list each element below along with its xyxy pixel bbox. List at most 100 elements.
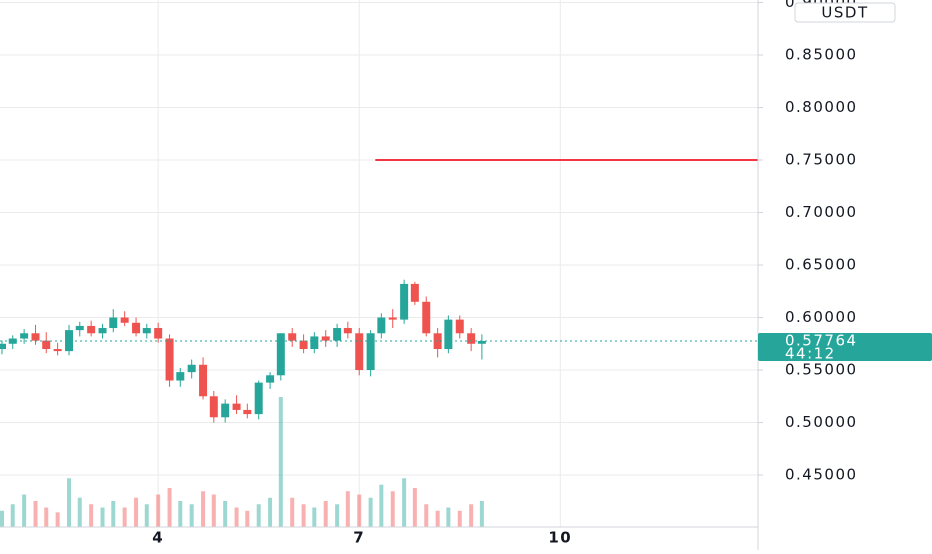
candle-body — [109, 317, 118, 329]
candle-body — [355, 333, 364, 371]
candle-body — [288, 333, 297, 341]
volume-bar — [357, 494, 362, 527]
x-tick-label: 7 — [353, 529, 365, 547]
candle-body — [199, 364, 208, 397]
volume-bar — [402, 478, 407, 527]
candle-body — [142, 328, 151, 334]
volume-bar — [67, 478, 72, 527]
volume-bar — [268, 497, 273, 527]
candle-body — [154, 328, 163, 339]
volume-bar — [435, 510, 440, 527]
last-price-box — [758, 333, 932, 362]
volume-bar — [412, 488, 417, 527]
y-tick-label: 0.75000 — [785, 151, 858, 169]
candle-body — [42, 340, 51, 350]
last-price-label: 0.57764 — [785, 332, 858, 350]
volume-bar — [44, 507, 49, 527]
volume-bar — [134, 497, 139, 527]
volume-bar — [167, 488, 172, 527]
volume-bar — [55, 512, 60, 527]
volume-bar — [312, 507, 317, 527]
volume-bar — [290, 497, 295, 527]
y-tick-label: 0.55000 — [785, 361, 858, 379]
y-tick-label: 0.60000 — [785, 308, 858, 326]
volume-bar — [301, 504, 306, 527]
candle-body — [53, 349, 62, 352]
candle-body — [321, 336, 330, 341]
volume-bar — [278, 397, 283, 527]
volume-bar — [323, 501, 328, 527]
candle-body — [377, 317, 386, 334]
candle-body — [75, 325, 84, 331]
candle-body — [98, 328, 107, 334]
volume-bar — [156, 494, 161, 527]
volume-bar — [111, 501, 116, 527]
volume-bar — [178, 501, 183, 527]
volume-bar — [144, 504, 149, 527]
volume-bar — [0, 510, 5, 527]
candle-body — [120, 317, 129, 323]
candle-body — [221, 403, 230, 418]
candle-body — [132, 322, 141, 334]
candle-body — [187, 364, 196, 373]
candle-body — [444, 319, 453, 350]
volume-bar — [201, 491, 206, 527]
volume-bar — [189, 504, 194, 527]
candle-body — [65, 330, 74, 352]
candle-body — [433, 333, 442, 350]
candle-body — [410, 283, 419, 302]
candle-body — [455, 319, 464, 334]
candle-body — [20, 333, 29, 339]
candle-body — [209, 396, 218, 418]
candle-body — [310, 336, 319, 350]
candle-body — [165, 338, 174, 381]
y-tick-label: 0.80000 — [785, 98, 858, 116]
volume-bar — [345, 491, 350, 527]
candle-body — [232, 403, 241, 410]
volume-bar — [469, 504, 474, 527]
volume-bar — [457, 510, 462, 527]
candle-body — [299, 340, 308, 350]
candle-body — [243, 409, 252, 415]
candle-body — [31, 333, 40, 341]
volume-bar — [10, 504, 15, 527]
candle-body — [366, 333, 375, 371]
x-tick-label: 4 — [152, 529, 164, 547]
volume-bar — [223, 501, 228, 527]
candle-body — [477, 341, 486, 344]
y-tick-label: 0.85000 — [785, 46, 858, 64]
volume-bar — [379, 484, 384, 527]
x-tick-label: 10 — [548, 529, 572, 547]
volume-bar — [256, 504, 261, 527]
volume-bar — [77, 497, 82, 527]
y-tick-label: 0.70000 — [785, 203, 858, 221]
y-tick-label: 0.45000 — [785, 466, 858, 484]
volume-bar — [368, 497, 373, 527]
y-tick-label: 0.65000 — [785, 256, 858, 274]
volume-bar — [234, 507, 239, 527]
currency-box[interactable] — [794, 2, 896, 23]
volume-bar — [22, 494, 27, 527]
candle-body — [254, 382, 263, 415]
volume-bar — [390, 491, 395, 527]
volume-bar — [122, 507, 127, 527]
candle-body — [422, 301, 431, 334]
candle-body — [333, 328, 342, 341]
volume-bar — [100, 507, 105, 527]
candle-body — [0, 343, 7, 350]
candle-body — [87, 325, 96, 334]
candle-body — [388, 317, 397, 320]
volume-bar — [211, 494, 216, 527]
candle-body — [467, 333, 476, 344]
volume-bar — [446, 507, 451, 527]
currency[interactable]: USDT — [821, 4, 868, 22]
candle-body — [276, 333, 285, 376]
volume-bar — [89, 504, 94, 527]
candle-body — [400, 283, 409, 320]
countdown-label: 44:12 — [785, 345, 836, 363]
volume-bar — [424, 504, 429, 527]
candle-body — [343, 328, 352, 334]
volume-bar — [479, 501, 484, 527]
